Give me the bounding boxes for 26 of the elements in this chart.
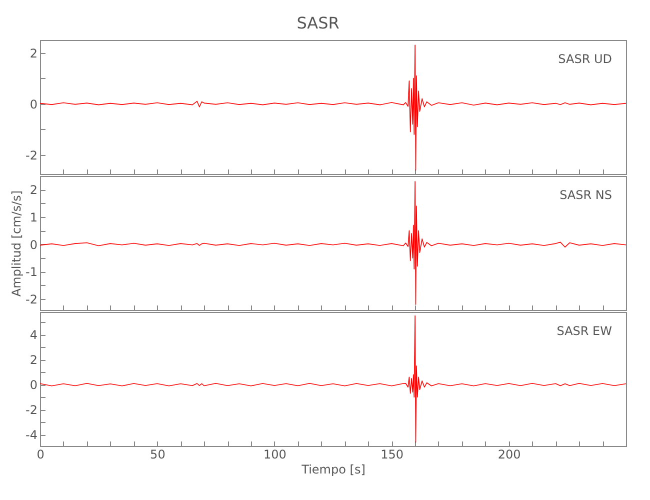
- annotation: SASR EW: [556, 324, 612, 338]
- annotation: SASR UD: [558, 52, 612, 66]
- y-tick-label: -2: [26, 148, 38, 162]
- x-tick-label: 100: [263, 448, 286, 462]
- line-series: [40, 181, 626, 305]
- y-tick-label: 2: [30, 183, 38, 198]
- x-tick-label: 50: [150, 448, 166, 462]
- line-series: [40, 44, 626, 171]
- y-tick-label: -2: [26, 403, 38, 418]
- x-tick-label: 200: [498, 448, 521, 462]
- y-tick-label: 0: [30, 378, 38, 392]
- y-tick-label: 4: [30, 328, 38, 342]
- chart-title: SASR: [296, 14, 340, 32]
- x-axis-title: Tiempo [s]: [300, 462, 366, 476]
- y-axis-title: Amplitud [cm/s/s]: [10, 190, 24, 297]
- y-tick-label: 0: [30, 238, 38, 252]
- y-tick-label: -4: [26, 428, 38, 442]
- y-tick-label: 2: [30, 353, 38, 368]
- line-series: [40, 315, 626, 443]
- y-tick-label: 1: [30, 210, 38, 225]
- annotation: SASR NS: [560, 188, 612, 202]
- y-tick-label: 2: [30, 46, 38, 60]
- x-tick-label: 150: [380, 448, 404, 462]
- y-tick-label: -1: [26, 265, 38, 280]
- y-tick-label: 0: [30, 97, 38, 112]
- y-tick-label: -2: [26, 292, 38, 307]
